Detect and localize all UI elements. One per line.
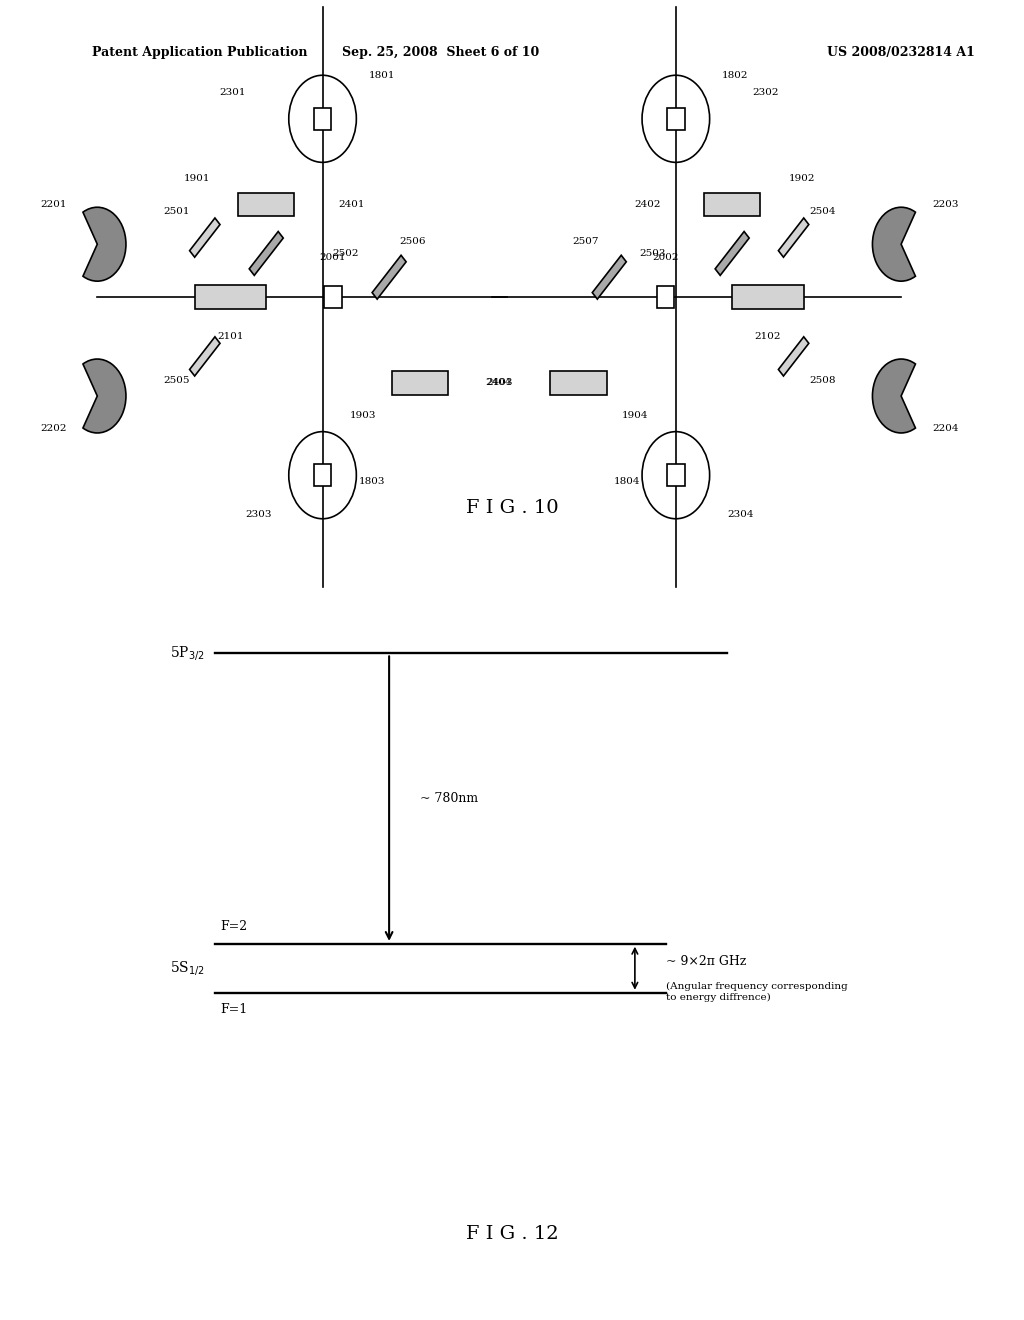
Text: 1801: 1801 xyxy=(369,71,395,79)
Bar xyxy=(372,255,407,300)
Bar xyxy=(313,463,332,486)
Bar xyxy=(324,286,342,308)
Bar xyxy=(715,231,750,276)
Bar xyxy=(313,107,332,131)
Bar xyxy=(705,193,761,216)
Wedge shape xyxy=(83,207,126,281)
Text: (Angular frequency corresponding
to energy diffrence): (Angular frequency corresponding to ener… xyxy=(666,982,847,1002)
Text: 1803: 1803 xyxy=(358,478,385,486)
Text: 2204: 2204 xyxy=(932,425,958,433)
Text: F I G . 12: F I G . 12 xyxy=(466,1225,558,1243)
Text: 2304: 2304 xyxy=(727,511,754,519)
Text: 2001: 2001 xyxy=(319,253,346,261)
Text: 2303: 2303 xyxy=(245,511,271,519)
Text: 2504: 2504 xyxy=(809,207,836,215)
Text: 2507: 2507 xyxy=(572,238,599,246)
Text: ~ 9×2π GHz: ~ 9×2π GHz xyxy=(666,956,745,968)
Bar xyxy=(238,193,295,216)
Text: 2401: 2401 xyxy=(338,201,365,209)
Text: Sep. 25, 2008  Sheet 6 of 10: Sep. 25, 2008 Sheet 6 of 10 xyxy=(342,46,539,59)
Bar xyxy=(668,463,685,486)
Text: 5P$_{3/2}$: 5P$_{3/2}$ xyxy=(170,644,205,663)
Text: 1802: 1802 xyxy=(722,71,749,79)
Text: US 2008/0232814 A1: US 2008/0232814 A1 xyxy=(827,46,975,59)
Wedge shape xyxy=(872,207,915,281)
Text: 1804: 1804 xyxy=(613,478,640,486)
Bar xyxy=(195,285,266,309)
Text: 2501: 2501 xyxy=(163,207,189,215)
Bar xyxy=(551,371,607,395)
Wedge shape xyxy=(83,359,126,433)
Bar xyxy=(249,231,284,276)
Text: ~ 780nm: ~ 780nm xyxy=(420,792,478,805)
Text: 2505: 2505 xyxy=(163,376,189,384)
Text: 1902: 1902 xyxy=(788,174,815,182)
Bar xyxy=(778,337,809,376)
Bar xyxy=(189,337,220,376)
Text: 2503: 2503 xyxy=(639,249,666,257)
Bar xyxy=(391,371,449,395)
Bar xyxy=(189,218,220,257)
Text: 2002: 2002 xyxy=(652,253,679,261)
Text: 2506: 2506 xyxy=(399,238,426,246)
Text: 2404: 2404 xyxy=(485,379,512,387)
Text: 2102: 2102 xyxy=(755,333,781,341)
Text: 1903: 1903 xyxy=(350,412,377,420)
Text: 2201: 2201 xyxy=(40,201,67,209)
Text: 2203: 2203 xyxy=(932,201,958,209)
Text: 2508: 2508 xyxy=(809,376,836,384)
Bar xyxy=(668,107,685,131)
Text: 1901: 1901 xyxy=(183,174,210,182)
Text: 2402: 2402 xyxy=(634,201,660,209)
Bar xyxy=(732,285,804,309)
Bar xyxy=(778,218,809,257)
Bar xyxy=(657,286,675,308)
Text: Patent Application Publication: Patent Application Publication xyxy=(92,46,307,59)
Text: F=1: F=1 xyxy=(220,1003,248,1016)
Text: F I G . 10: F I G . 10 xyxy=(466,499,558,517)
Text: 2502: 2502 xyxy=(333,249,359,257)
Text: 2301: 2301 xyxy=(219,88,246,96)
Text: F=2: F=2 xyxy=(220,920,247,933)
Bar xyxy=(592,255,627,300)
Text: 1904: 1904 xyxy=(622,412,648,420)
Text: 2101: 2101 xyxy=(217,333,244,341)
Text: 2403: 2403 xyxy=(486,379,513,387)
Text: 2302: 2302 xyxy=(753,88,779,96)
Text: 5S$_{1/2}$: 5S$_{1/2}$ xyxy=(170,960,205,977)
Wedge shape xyxy=(872,359,915,433)
Text: 2202: 2202 xyxy=(40,425,67,433)
